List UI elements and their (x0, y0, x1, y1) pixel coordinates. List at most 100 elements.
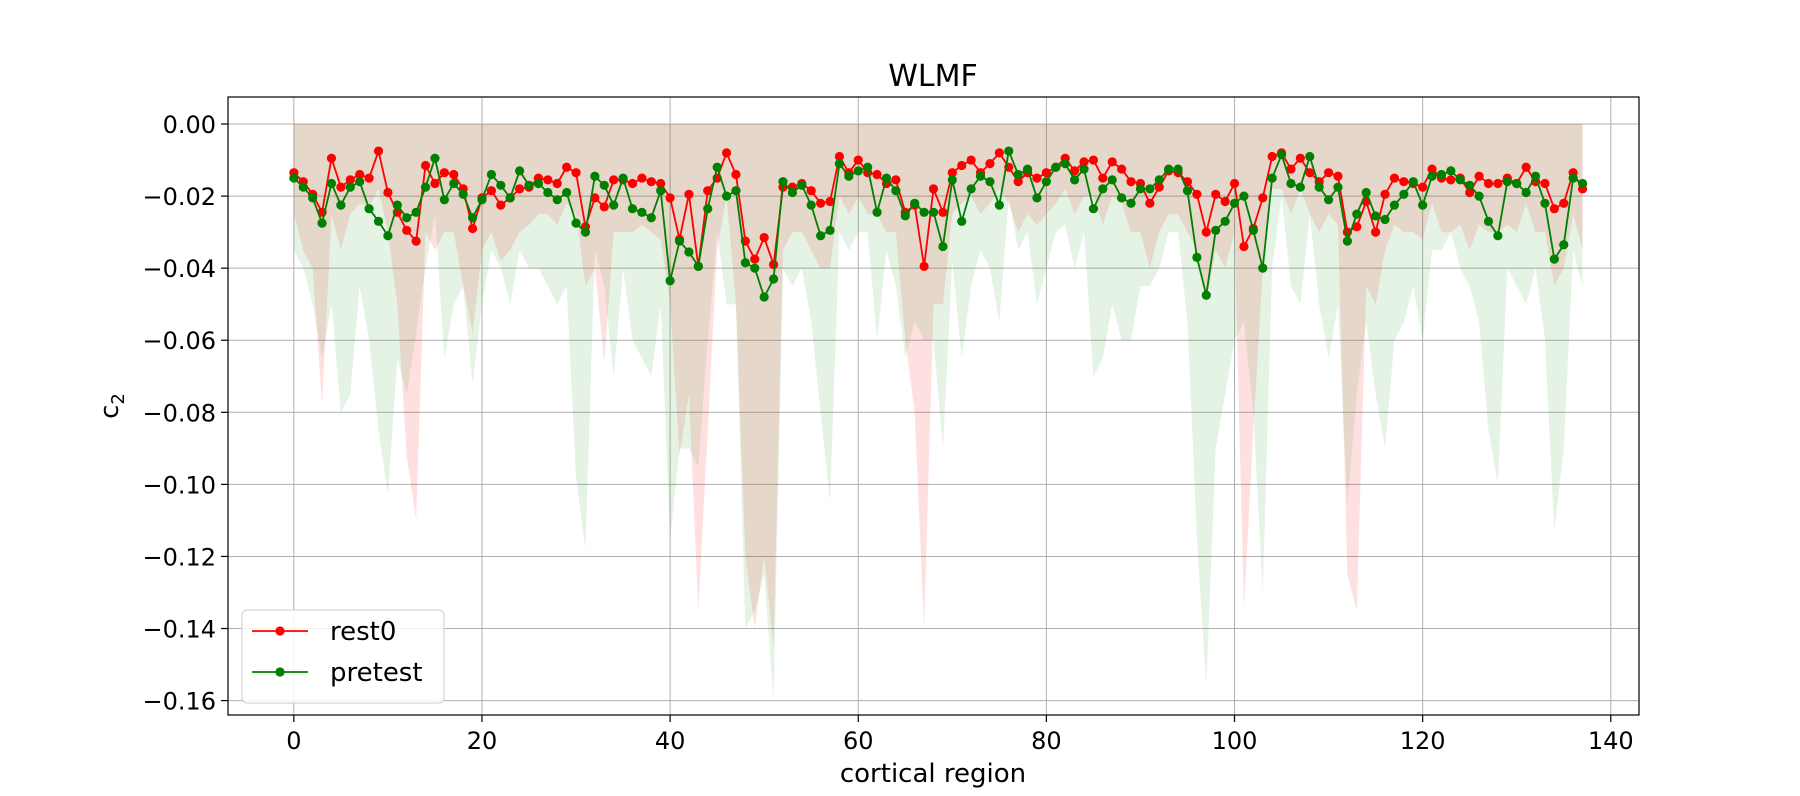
data-point-pretest (1145, 184, 1155, 194)
series-lines (289, 146, 1588, 302)
data-point-pretest (825, 225, 835, 235)
data-point-pretest (1051, 162, 1061, 172)
data-point-pretest (919, 207, 929, 217)
legend-box (241, 609, 445, 704)
data-point-pretest (345, 182, 355, 192)
data-point-rest0 (957, 160, 967, 171)
data-point-rest0 (1446, 175, 1456, 185)
data-point-pretest (674, 236, 685, 246)
data-point-rest0 (947, 168, 957, 178)
data-point-pretest (1418, 200, 1428, 210)
data-point-pretest (637, 207, 647, 217)
data-point-pretest (1276, 150, 1287, 160)
data-point-pretest (975, 171, 986, 181)
data-point-rest0 (731, 169, 741, 180)
x-tick-label: 100 (1212, 727, 1258, 755)
y-tick-label: −0.02 (142, 183, 216, 211)
data-point-rest0 (345, 175, 355, 185)
data-point-pretest (1568, 173, 1578, 183)
data-point-rest0 (496, 200, 506, 210)
data-point-pretest (1211, 225, 1221, 235)
data-point-rest0 (1295, 153, 1305, 163)
data-point-pretest (806, 200, 816, 210)
data-point-rest0 (1540, 178, 1550, 189)
data-point-pretest (768, 274, 779, 284)
data-point-pretest (477, 195, 487, 205)
legend-marker-rest0 (275, 626, 285, 636)
data-point-rest0 (439, 168, 449, 178)
data-point-pretest (1004, 146, 1014, 156)
data-point-rest0 (543, 175, 553, 185)
data-point-rest0 (1399, 177, 1409, 187)
data-point-rest0 (1154, 182, 1164, 192)
data-point-pretest (740, 258, 750, 268)
data-point-pretest (881, 173, 892, 183)
legend-label-rest0: rest0 (330, 617, 396, 647)
y-tick-label: −0.04 (142, 255, 216, 283)
data-point-rest0 (806, 186, 816, 196)
data-point-pretest (750, 263, 760, 273)
data-point-rest0 (966, 155, 976, 165)
data-point-pretest (533, 178, 544, 189)
y-tick-label: −0.08 (142, 399, 216, 427)
data-point-pretest (308, 193, 318, 203)
x-tick-label: 80 (1031, 727, 1062, 755)
data-point-pretest (326, 178, 337, 189)
y-tick-label: 0.00 (163, 111, 216, 139)
data-point-pretest (505, 193, 515, 203)
data-point-rest0 (402, 225, 412, 235)
data-point-rest0 (1041, 168, 1051, 178)
data-point-pretest (1530, 171, 1541, 181)
data-point-pretest (759, 292, 769, 302)
data-point-rest0 (1493, 178, 1503, 189)
data-point-pretest (515, 166, 525, 176)
data-point-pretest (552, 195, 562, 205)
data-point-pretest (411, 207, 421, 217)
data-point-rest0 (562, 162, 572, 172)
data-point-pretest (731, 186, 741, 196)
data-point-pretest (797, 180, 807, 190)
data-point-pretest (1465, 180, 1475, 190)
data-point-rest0 (336, 182, 346, 192)
x-tick-label: 20 (467, 727, 498, 755)
data-point-pretest (1258, 263, 1268, 273)
data-point-pretest (1041, 177, 1051, 187)
data-point-pretest (571, 218, 581, 228)
data-point-pretest (1314, 182, 1324, 192)
data-point-rest0 (1352, 222, 1362, 232)
data-point-rest0 (515, 184, 525, 194)
data-point-pretest (1117, 193, 1127, 203)
data-point-rest0 (1258, 193, 1268, 203)
data-point-rest0 (1107, 157, 1117, 167)
data-point-pretest (1126, 198, 1136, 208)
data-point-pretest (355, 177, 365, 187)
data-point-rest0 (1088, 155, 1099, 165)
data-point-pretest (496, 180, 506, 190)
data-point-rest0 (637, 173, 647, 183)
data-point-rest0 (834, 151, 845, 162)
data-point-pretest (1192, 252, 1202, 262)
data-point-rest0 (994, 148, 1004, 158)
y-axis-label: c2 (95, 393, 129, 419)
data-point-pretest (712, 162, 722, 172)
data-point-rest0 (1098, 173, 1108, 183)
data-point-pretest (1474, 191, 1484, 201)
data-point-rest0 (552, 178, 562, 189)
data-point-rest0 (1220, 196, 1230, 207)
data-point-pretest (1173, 164, 1183, 174)
data-point-rest0 (1521, 162, 1531, 172)
data-point-rest0 (355, 169, 365, 180)
data-point-rest0 (627, 178, 638, 189)
data-point-rest0 (1389, 173, 1400, 183)
data-point-pretest (1135, 184, 1146, 194)
data-point-rest0 (750, 254, 760, 264)
data-point-rest0 (665, 193, 675, 203)
data-point-pretest (646, 213, 656, 223)
data-point-pretest (562, 187, 572, 198)
data-point-pretest (928, 207, 939, 217)
data-point-pretest (1333, 182, 1343, 192)
data-point-pretest (289, 173, 299, 183)
data-point-rest0 (1418, 182, 1428, 192)
data-point-pretest (486, 169, 496, 180)
data-point-pretest (1022, 164, 1033, 174)
